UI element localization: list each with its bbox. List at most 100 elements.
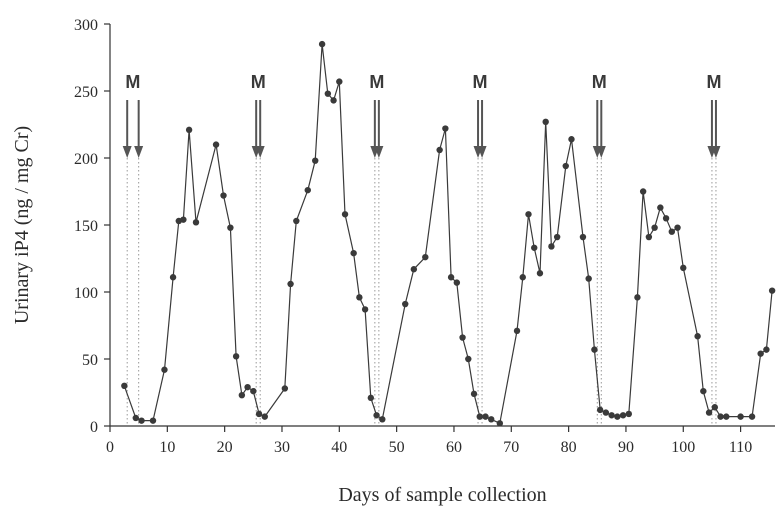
marker-label-m: M <box>125 72 140 92</box>
data-point <box>442 125 449 132</box>
data-point <box>138 417 145 424</box>
data-point <box>447 274 455 281</box>
data-point <box>536 270 544 277</box>
x-tick-label: 50 <box>389 439 405 456</box>
data-point <box>768 287 776 294</box>
series-line-0 <box>123 43 773 424</box>
y-tick-label: 200 <box>74 151 98 168</box>
data-point <box>668 228 676 235</box>
data-point <box>330 97 337 104</box>
x-tick-label: 20 <box>217 439 233 456</box>
data-point <box>596 406 604 414</box>
y-axis-title: Urinary iP4 (ng / mg Cr) <box>11 126 33 324</box>
data-point <box>579 233 587 241</box>
data-point <box>422 253 429 261</box>
y-tick-label: 300 <box>74 17 98 34</box>
data-point <box>476 413 483 420</box>
data-point <box>281 385 289 392</box>
data-point <box>680 264 687 272</box>
data-point <box>227 224 234 231</box>
x-tick-label: 70 <box>503 439 519 456</box>
y-tick-label: 50 <box>82 352 98 369</box>
data-point <box>324 90 332 97</box>
x-tick-label: 100 <box>671 439 695 456</box>
data-point <box>619 412 627 419</box>
data-point <box>553 233 561 241</box>
marker-label-m: M <box>706 72 721 92</box>
data-point <box>185 126 193 134</box>
data-point <box>519 274 526 281</box>
data-point <box>711 404 719 411</box>
data-point <box>757 350 764 357</box>
x-tick-label: 0 <box>106 439 114 456</box>
data-point <box>312 157 319 164</box>
data-point <box>161 366 168 373</box>
y-tick-label: 100 <box>74 285 98 302</box>
data-point <box>304 186 311 194</box>
data-point <box>255 410 263 418</box>
data-point <box>465 355 472 363</box>
tick-marks <box>104 23 742 432</box>
data-point <box>459 334 466 341</box>
data-point <box>602 409 610 416</box>
data-point <box>244 383 251 391</box>
data-point <box>341 211 349 218</box>
marker-label-m: M <box>473 72 488 92</box>
x-axis-title: Days of sample collection <box>338 484 546 506</box>
data-point <box>674 224 681 231</box>
menstruation-marker: M <box>122 72 144 426</box>
data-point <box>318 40 326 48</box>
data-point <box>591 346 598 353</box>
data-point <box>356 294 363 301</box>
data-point <box>531 244 538 251</box>
data-point <box>121 382 128 389</box>
marker-label-m: M <box>251 72 266 92</box>
data-point <box>379 416 386 423</box>
data-point <box>169 274 177 281</box>
data-point <box>232 353 240 360</box>
data-point <box>132 414 139 422</box>
data-point <box>634 294 641 301</box>
data-point <box>496 420 504 427</box>
data-point <box>639 188 647 195</box>
data-point <box>513 327 521 335</box>
data-point <box>287 280 294 288</box>
menstruation-marker: M <box>251 72 266 426</box>
data-point <box>651 224 658 231</box>
data-point <box>361 306 369 313</box>
data-point <box>542 118 549 126</box>
x-tick-label: 10 <box>159 439 175 456</box>
data-point <box>180 216 187 223</box>
data-point <box>568 136 575 143</box>
data-point <box>562 162 569 170</box>
data-point <box>737 413 744 420</box>
data-point <box>585 275 592 282</box>
marker-arrow-head <box>134 146 144 158</box>
data-point <box>488 416 495 423</box>
data-point <box>705 409 713 416</box>
menstruation-marker: M <box>369 72 384 426</box>
data-point <box>614 413 621 420</box>
marker-arrow-head <box>596 146 606 158</box>
menstruation-marker: M <box>592 72 607 426</box>
menstruation-marker: M <box>706 72 721 426</box>
x-tick-label: 30 <box>274 439 290 456</box>
data-point <box>373 412 380 419</box>
axes <box>109 24 775 427</box>
marker-label-m: M <box>369 72 384 92</box>
data-point <box>525 211 532 218</box>
menstruation-marker: M <box>473 72 488 426</box>
data-point <box>700 387 707 395</box>
data-point <box>548 243 555 250</box>
data-point <box>220 192 227 199</box>
tick-labels: 0 50 100 150 200 250 300 0 10 20 30 40 50 60 70 80 90 100… <box>74 17 752 456</box>
y-tick-label: 250 <box>74 84 98 101</box>
data-point <box>657 204 664 211</box>
data-point <box>748 413 756 420</box>
data-point <box>367 394 375 402</box>
y-tick-label: 150 <box>74 218 98 235</box>
data-point <box>717 413 724 420</box>
x-tick-label: 80 <box>561 439 577 456</box>
data-point <box>350 249 357 257</box>
marker-arrow-head <box>374 146 384 158</box>
